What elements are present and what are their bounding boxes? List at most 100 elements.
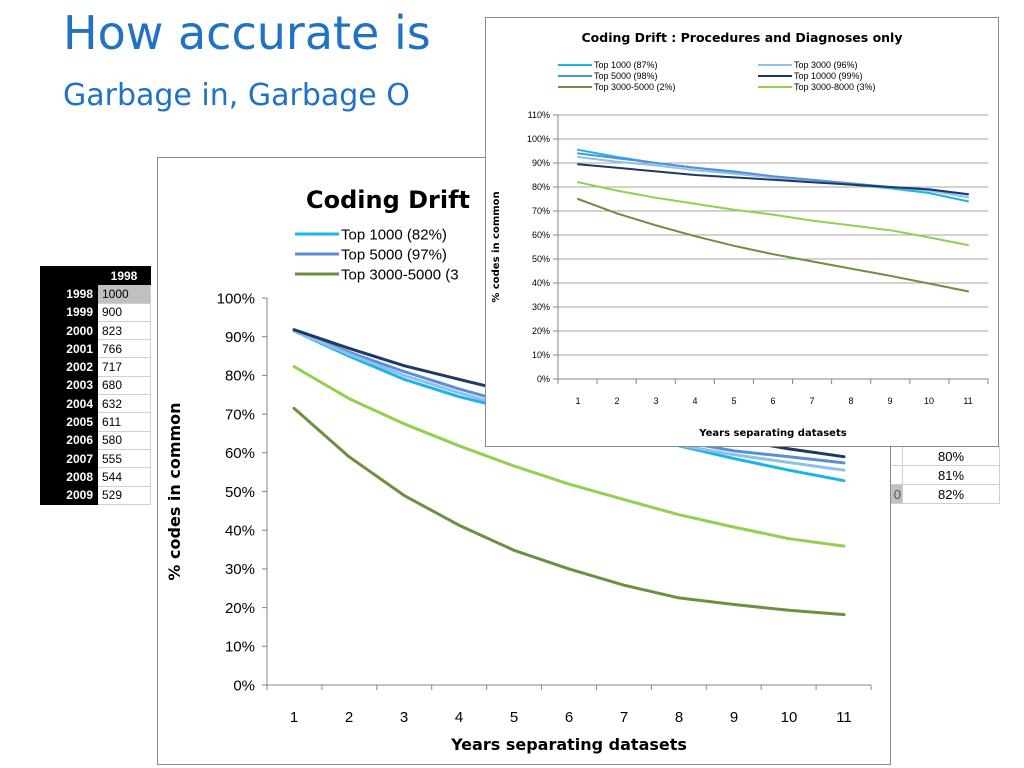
x-tick-label: 3 bbox=[653, 396, 658, 406]
x-tick-label: 1 bbox=[575, 396, 580, 406]
legend-label: Top 1000 (87%) bbox=[594, 60, 658, 70]
coding-drift-svg: 0% 10% 20% 30% 40% 50% 60% 70% 80% 90% 100% 1 2 3 4 5 6 7… bbox=[165, 186, 872, 754]
table-row: 80% bbox=[887, 446, 1000, 466]
y-tick-label: 30% bbox=[532, 302, 550, 312]
table-row: 2002 717 bbox=[40, 357, 151, 377]
row-year: 2001 bbox=[40, 339, 98, 359]
table-row: 2000 823 bbox=[40, 320, 151, 341]
row-value: 1000 bbox=[97, 284, 151, 304]
percent-table: 80% 81% 0 82% bbox=[887, 446, 1000, 504]
y-tick-label: 40% bbox=[225, 522, 255, 539]
x-tick-label: 9 bbox=[887, 396, 892, 406]
x-tick-label: 6 bbox=[770, 396, 775, 406]
x-tick-label: 2 bbox=[345, 709, 353, 726]
y-tick-label: 50% bbox=[532, 254, 550, 264]
legend-label: Top 5000 (97%) bbox=[341, 246, 447, 263]
table-corner bbox=[40, 265, 98, 286]
x-axis-label: Years separating datasets bbox=[450, 735, 687, 754]
row-year: 2006 bbox=[40, 430, 98, 450]
series-line bbox=[292, 365, 846, 548]
x-tick-label: 8 bbox=[848, 396, 853, 406]
row-value: 766 bbox=[97, 339, 151, 359]
y-tick-label: 110% bbox=[528, 110, 550, 120]
row-year: 2002 bbox=[40, 357, 98, 377]
y-tick-label: 90% bbox=[532, 158, 550, 168]
y-tick-label: 60% bbox=[225, 445, 255, 462]
row-value: 717 bbox=[97, 357, 151, 377]
row-year: 1999 bbox=[40, 302, 98, 322]
y-tick-label: 70% bbox=[225, 406, 255, 423]
row-value: 580 bbox=[97, 430, 151, 450]
row-year: 2008 bbox=[40, 467, 98, 487]
coding-drift-procedures-svg: 0% 10% 20% 30% 40% 50% 60% 70% 80% 90% 100% 110% 1 2 3… bbox=[491, 30, 989, 439]
row-value: 544 bbox=[97, 467, 151, 487]
table-row: 2008 544 bbox=[40, 467, 151, 487]
x-tick-label: 9 bbox=[730, 709, 738, 726]
y-tick-label: 60% bbox=[532, 230, 550, 240]
y-tick-label: 90% bbox=[225, 329, 255, 346]
row-fragment: 0 bbox=[887, 484, 903, 504]
x-tick-label: 5 bbox=[731, 396, 736, 406]
row-value: 632 bbox=[97, 394, 151, 414]
legend-label: Top 3000-5000 (3 bbox=[341, 266, 459, 283]
x-tick-label: 4 bbox=[692, 396, 697, 406]
row-year: 2003 bbox=[40, 375, 98, 396]
x-tick-label: 7 bbox=[809, 396, 814, 406]
x-tick-label: 1 bbox=[290, 709, 298, 726]
table-row: 2007 555 bbox=[40, 448, 151, 469]
row-year: 1998 bbox=[40, 284, 98, 304]
series-line bbox=[577, 163, 969, 196]
legend-label: Top 3000-5000 (2%) bbox=[594, 82, 676, 92]
table-row: 2009 529 bbox=[40, 485, 151, 505]
row-year: 2000 bbox=[40, 320, 98, 341]
y-tick-label: 20% bbox=[225, 600, 255, 617]
table-header-cell: 1998 bbox=[97, 265, 151, 286]
row-value: 611 bbox=[97, 412, 151, 432]
y-tick-label: 0% bbox=[537, 374, 550, 384]
y-tick-label: 10% bbox=[532, 350, 550, 360]
x-tick-label: 3 bbox=[400, 709, 408, 726]
legend-label: Top 3000 (96%) bbox=[794, 60, 858, 70]
y-tick-label: 80% bbox=[532, 182, 550, 192]
row-year: 2009 bbox=[40, 485, 98, 505]
legend-label: Top 5000 (98%) bbox=[594, 71, 658, 81]
y-tick-label: 100% bbox=[527, 134, 550, 144]
row-year: 2005 bbox=[40, 412, 98, 432]
x-tick-label: 10 bbox=[924, 396, 934, 406]
x-tick-label: 5 bbox=[510, 709, 518, 726]
x-tick-label: 8 bbox=[675, 709, 683, 726]
table-row: 1998 1000 bbox=[40, 284, 151, 304]
slide-title: How accurate is bbox=[63, 6, 431, 60]
table-row: 81% bbox=[887, 465, 1000, 485]
row-percent: 81% bbox=[902, 465, 1000, 485]
chart-title: Coding Drift : Procedures and Diagnoses … bbox=[581, 30, 902, 45]
x-tick-label: 7 bbox=[620, 709, 628, 726]
x-axis-label: Years separating datasets bbox=[698, 428, 846, 439]
table-row: 0 82% bbox=[887, 484, 1000, 504]
row-value: 823 bbox=[97, 320, 151, 341]
table-row: 2005 611 bbox=[40, 412, 151, 432]
x-tick-label: 10 bbox=[781, 709, 798, 726]
series-line bbox=[292, 406, 846, 617]
x-tick-label: 11 bbox=[836, 709, 852, 726]
row-value: 529 bbox=[97, 485, 151, 505]
x-tick-label: 6 bbox=[565, 709, 573, 726]
chart-title: Coding Drift bbox=[306, 186, 470, 214]
row-value: 555 bbox=[97, 448, 151, 469]
table-row: 2004 632 bbox=[40, 394, 151, 414]
slide-subtitle: Garbage in, Garbage O bbox=[63, 78, 410, 113]
table-row: 1999 900 bbox=[40, 302, 151, 322]
y-axis-label: % codes in common bbox=[165, 402, 184, 580]
y-tick-label: 80% bbox=[225, 368, 255, 385]
x-tick-label: 11 bbox=[963, 396, 972, 406]
y-tick-label: 10% bbox=[225, 639, 255, 656]
y-tick-label: 70% bbox=[532, 206, 550, 216]
y-tick-label: 100% bbox=[217, 290, 255, 307]
legend-label: Top 10000 (99%) bbox=[794, 71, 863, 81]
row-year: 2004 bbox=[40, 394, 98, 414]
y-tick-label: 30% bbox=[225, 561, 255, 578]
table-row: 2003 680 bbox=[40, 375, 151, 396]
row-percent: 80% bbox=[902, 446, 1000, 466]
series-line bbox=[577, 181, 969, 247]
table-row: 2006 580 bbox=[40, 430, 151, 450]
